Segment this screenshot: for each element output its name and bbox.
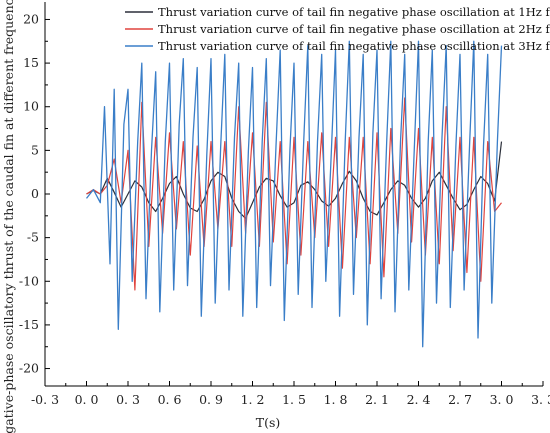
x-tick-label: 2. 7 — [448, 392, 472, 407]
x-tick-label: 1. 2 — [241, 392, 265, 407]
legend: Thrust variation curve of tail fin negat… — [125, 5, 550, 53]
y-tick-label: -20 — [19, 361, 39, 376]
series-line-2 — [86, 97, 502, 291]
legend-label-1: Thrust variation curve of tail fin negat… — [158, 5, 550, 19]
y-tick-label: 20 — [23, 11, 39, 26]
x-tick-label: 3. 0 — [490, 392, 514, 407]
x-tick-label: -0. 3 — [31, 392, 59, 407]
x-tick-label: 2. 4 — [407, 392, 431, 407]
series-line-3 — [85, 40, 503, 348]
series-line-1 — [86, 141, 503, 219]
x-axis-title: T(s) — [256, 415, 281, 430]
y-tick-label: -15 — [19, 317, 39, 332]
x-tick-label: 1. 5 — [282, 392, 306, 407]
y-axis-title: Negative-phase oscillatory thrust of the… — [1, 0, 16, 433]
y-tick-label: -10 — [19, 273, 39, 288]
x-tick-label: 0. 6 — [158, 392, 182, 407]
y-tick-label: 0 — [31, 186, 39, 201]
y-tick-label: 5 — [31, 142, 39, 157]
x-tick-label: 3. 3 — [531, 392, 550, 407]
y-tick-label: -5 — [27, 230, 39, 245]
x-tick-label: 1. 8 — [324, 392, 348, 407]
x-tick-label: 0. 3 — [116, 392, 140, 407]
x-tick-label: 0. 0 — [75, 392, 99, 407]
y-tick-label: 15 — [23, 55, 39, 70]
legend-label-2: Thrust variation curve of tail fin negat… — [158, 22, 550, 36]
x-tick-label: 2. 1 — [365, 392, 389, 407]
legend-label-3: Thrust variation curve of tail fin negat… — [158, 39, 550, 53]
series-lines — [85, 40, 503, 348]
x-tick-label: 0. 9 — [199, 392, 223, 407]
tick-marks — [44, 18, 544, 386]
tick-labels: -0. 3 0. 0 0. 3 0. 6 0. 9 1. 2 1. 5 1. 8 2. 1 2. … — [19, 11, 550, 407]
y-tick-label: 10 — [23, 99, 39, 114]
